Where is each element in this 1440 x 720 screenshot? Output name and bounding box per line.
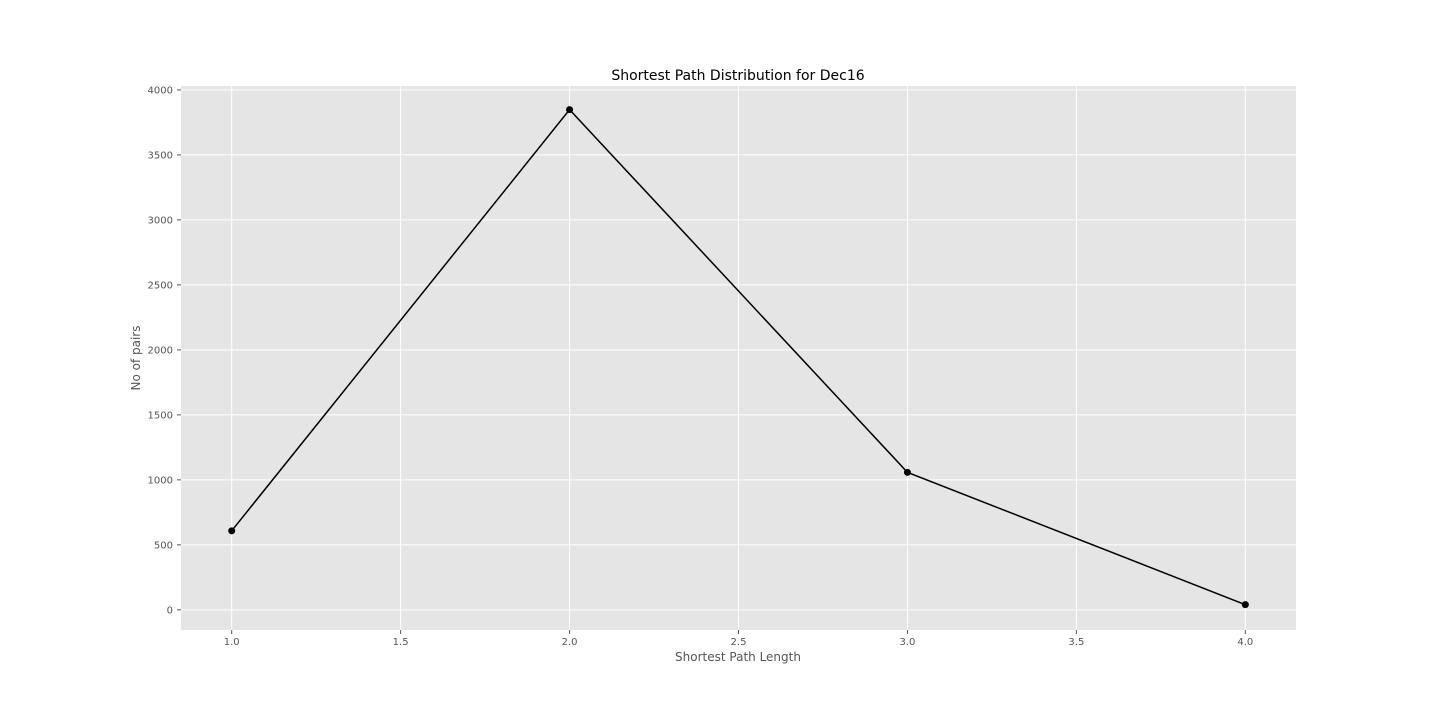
data-point <box>903 468 911 476</box>
y-tick-label: 0 <box>167 605 173 616</box>
series-layer <box>228 106 1249 609</box>
y-tick-label: 1000 <box>148 475 173 486</box>
y-tick-label: 2500 <box>148 280 173 291</box>
data-point <box>228 527 236 535</box>
y-tick-label: 500 <box>154 540 173 551</box>
x-tick-label: 2.0 <box>562 637 578 648</box>
y-axis-label: No of pairs <box>129 325 143 390</box>
chart-title: Shortest Path Distribution for Dec16 <box>611 68 864 84</box>
x-tick-label: 3.5 <box>1068 637 1084 648</box>
y-tick-label: 1500 <box>148 410 173 421</box>
y-tick-label: 4000 <box>148 85 173 96</box>
x-tick-label: 2.5 <box>731 637 747 648</box>
series-line <box>231 108 1246 606</box>
x-tick-label: 1.0 <box>224 637 240 648</box>
y-tick-label: 2000 <box>148 345 173 356</box>
x-tick-label: 1.5 <box>393 637 409 648</box>
grid-lines <box>181 86 1296 630</box>
axis-ticks: 1.0 1.5 2.0 2.5 3.0 3.5 4.0 0 500 1000 1500 2000 250… <box>148 85 1254 648</box>
y-tick-label: 3500 <box>148 150 173 161</box>
data-point <box>566 106 574 114</box>
data-point <box>1241 601 1249 609</box>
x-axis-label: Shortest Path Length <box>675 650 801 664</box>
x-tick-label: 3.0 <box>899 637 915 648</box>
x-tick-label: 4.0 <box>1237 637 1253 648</box>
y-tick-label: 3000 <box>148 215 173 226</box>
